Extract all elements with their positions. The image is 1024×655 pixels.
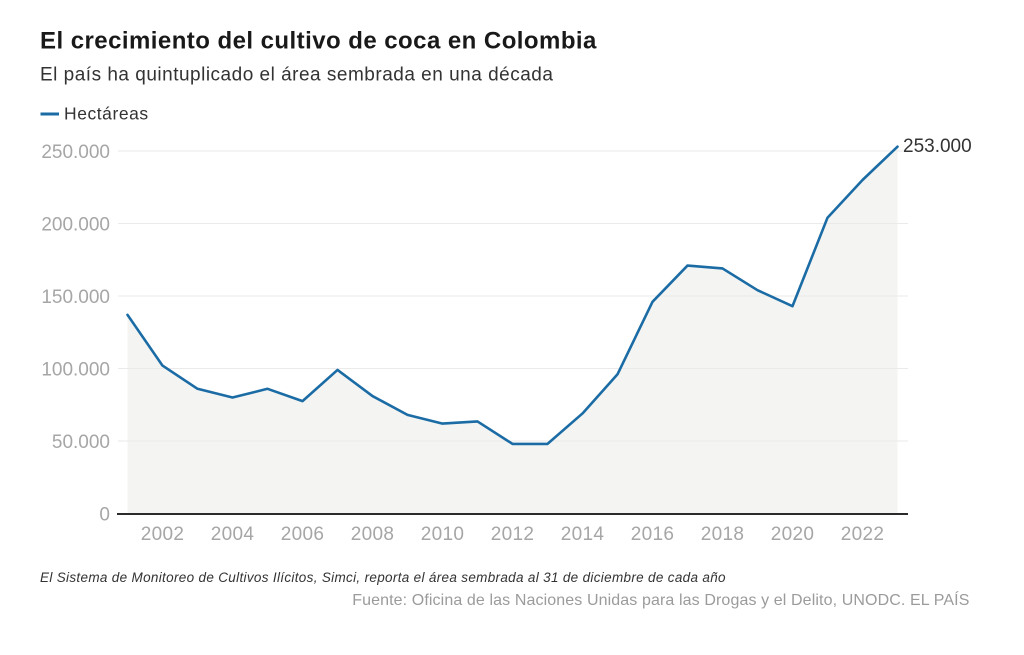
svg-text:2006: 2006: [281, 524, 324, 545]
svg-text:2008: 2008: [351, 524, 394, 545]
svg-text:2002: 2002: [141, 524, 184, 545]
svg-text:El país ha quintuplicado el ár: El país ha quintuplicado el área sembrad…: [40, 65, 553, 86]
svg-text:200.000: 200.000: [41, 215, 110, 236]
svg-text:2010: 2010: [421, 524, 464, 545]
svg-text:250.000: 250.000: [41, 142, 110, 163]
svg-text:100.000: 100.000: [41, 360, 110, 381]
svg-text:2014: 2014: [561, 524, 605, 545]
svg-text:2016: 2016: [631, 524, 674, 545]
svg-text:0: 0: [99, 505, 110, 526]
svg-text:Fuente: Oficina de las Nacione: Fuente: Oficina de las Naciones Unidas p…: [352, 590, 969, 609]
svg-text:2012: 2012: [491, 524, 534, 545]
svg-text:2022: 2022: [841, 524, 884, 545]
svg-text:253.000: 253.000: [903, 136, 972, 157]
svg-text:150.000: 150.000: [41, 287, 110, 308]
svg-text:El crecimiento del cultivo de: El crecimiento del cultivo de coca en Co…: [40, 28, 597, 55]
svg-text:2020: 2020: [771, 524, 814, 545]
svg-text:Hectáreas: Hectáreas: [64, 104, 149, 124]
svg-text:2018: 2018: [701, 524, 744, 545]
svg-text:50.000: 50.000: [52, 432, 110, 453]
svg-text:El Sistema de Monitoreo de Cul: El Sistema de Monitoreo de Cultivos Ilíc…: [40, 570, 726, 585]
svg-text:2004: 2004: [211, 524, 255, 545]
